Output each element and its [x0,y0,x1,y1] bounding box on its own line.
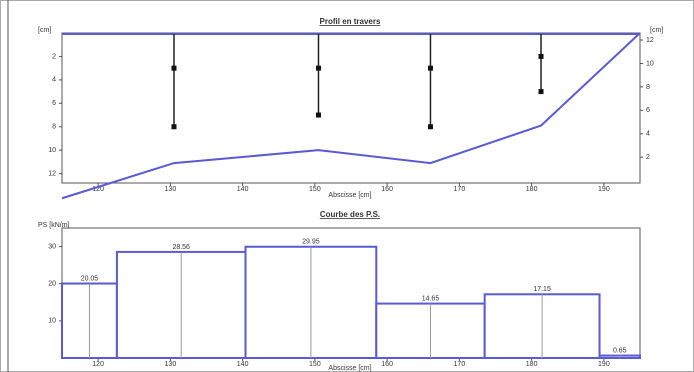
x-tick-label: 190 [598,361,610,368]
x-axis-label: Abscisse [cm] [328,365,371,372]
plot-frame [61,32,641,184]
x-tick-label: 120 [92,186,104,193]
chart-title: Profil en travers [320,17,381,26]
y2-tick-label: 8 [646,84,650,91]
sounding-point [171,124,177,130]
y-tick-label: 2 [52,53,56,60]
x-tick-label: 130 [165,361,177,368]
bar-value-label: 17.15 [533,286,551,293]
bar-value-label: 14.65 [422,295,440,302]
sounding-point [538,53,544,59]
y2-tick-label: 12 [646,37,654,44]
bar-value-label: 29.95 [302,239,320,246]
x-tick-label: 120 [92,361,104,368]
sounding-point [427,124,433,130]
y-tick-label: 20 [48,281,56,288]
y2-tick-label: 6 [646,107,650,114]
profile-line [61,32,641,200]
y-axis-label: [cm] [38,27,51,34]
x-tick-label: 160 [381,186,393,193]
y-tick-label: 8 [52,124,56,131]
y2-axis-label: [cm] [650,27,663,34]
bar-value-label: 0.65 [613,347,627,354]
x-tick-label: 130 [165,186,177,193]
x-tick-label: 160 [381,361,393,368]
y2-tick-label: 2 [646,154,650,161]
bar-value-label: 28.56 [172,244,190,251]
chart-title: Courbe des P.S. [320,210,380,219]
x-tick-label: 180 [526,186,538,193]
y-tick-label: 12 [48,170,56,177]
x-tick-label: 190 [598,186,610,193]
x-axis-label: Abscisse [cm] [328,192,371,199]
x-tick-label: 150 [309,186,321,193]
y-tick-label: 6 [52,100,56,107]
sounding-point [538,89,544,95]
x-tick-label: 150 [309,361,321,368]
y-tick-label: 10 [48,147,56,154]
x-tick-label: 170 [454,186,466,193]
y-tick-label: 30 [48,243,56,250]
y2-tick-label: 4 [646,131,650,138]
x-tick-label: 170 [454,361,466,368]
y-tick-label: 10 [48,318,56,325]
y-axis-label: PS [kN/m] [38,222,70,229]
sounding-point [315,65,321,71]
sounding-point [171,65,177,71]
sounding-point [427,65,433,71]
sounding-point [315,112,321,118]
y2-tick-label: 10 [646,60,654,67]
bar-value-label: 20.05 [81,275,99,282]
x-tick-label: 140 [237,361,249,368]
x-tick-label: 180 [526,361,538,368]
x-tick-label: 140 [237,186,249,193]
y-tick-label: 4 [52,77,56,84]
